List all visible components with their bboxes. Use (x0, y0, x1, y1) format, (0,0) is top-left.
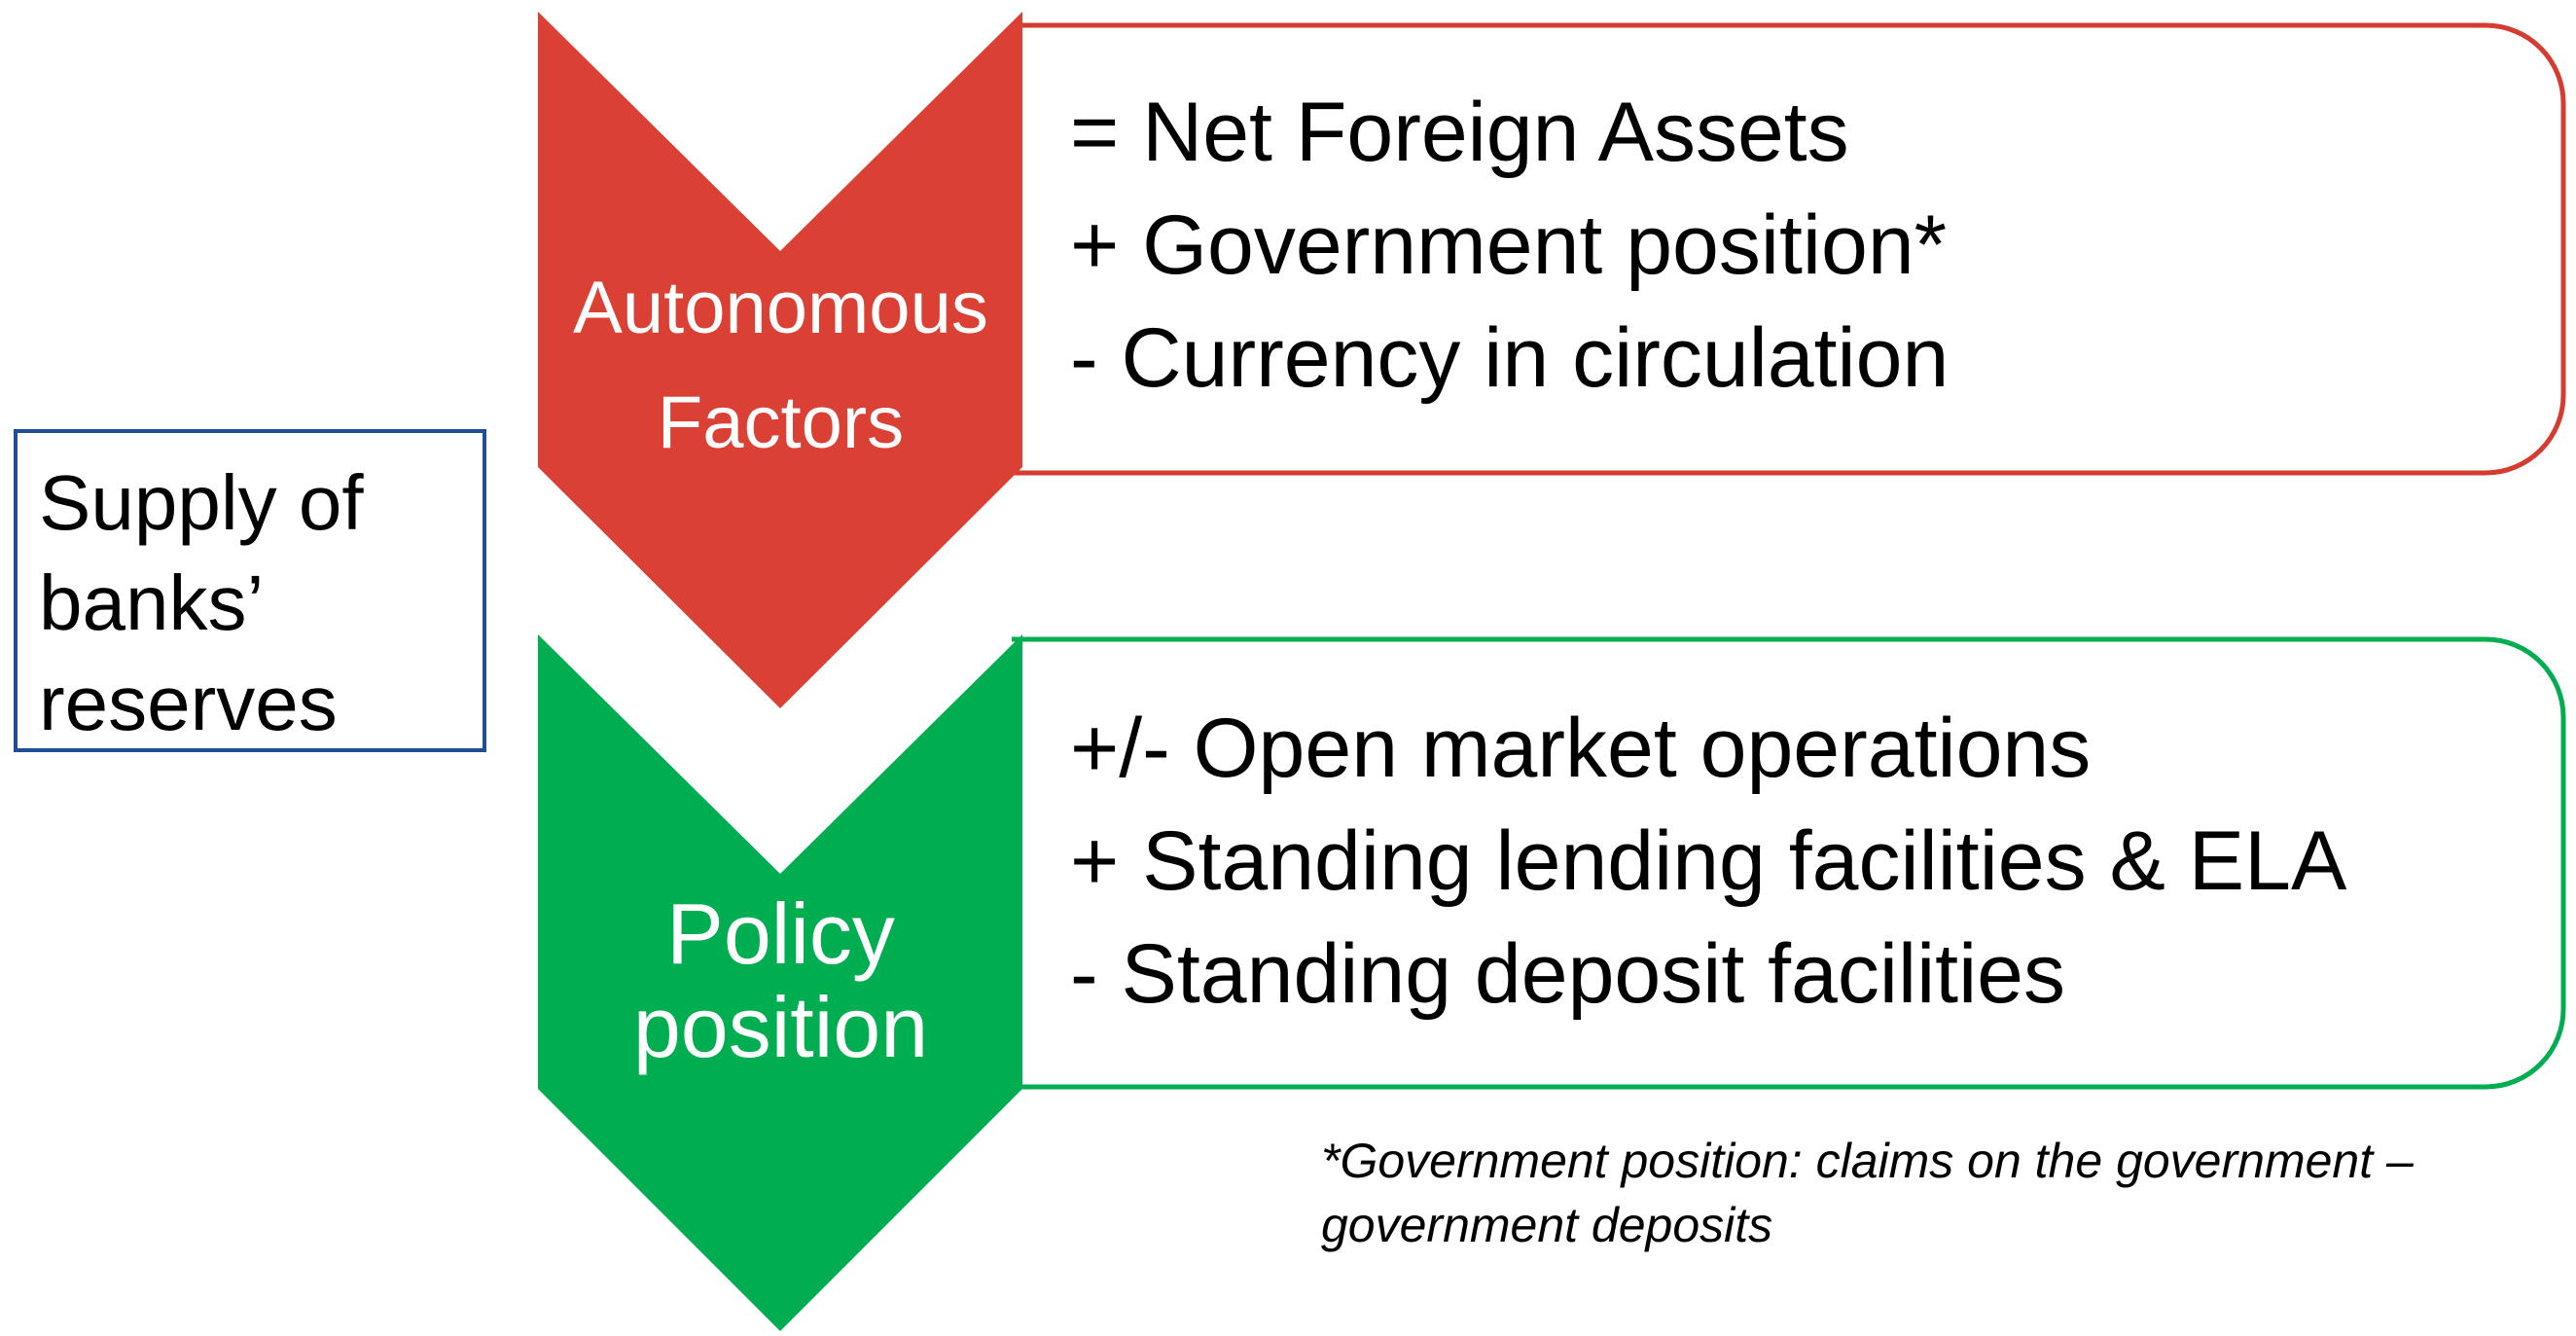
autonomous-detail-box (1012, 22, 2566, 476)
autonomous-factors-label: Autonomous Factors (540, 251, 1021, 481)
supply-line: banks’ (39, 560, 265, 646)
policy-detail-box (1012, 636, 2566, 1090)
policy-item: +/- Open market operations (1070, 702, 2092, 795)
policy-chevron (538, 634, 1022, 1331)
government-position-footnote: *Government position: claims on the gove… (1321, 1134, 2414, 1252)
autonomous-item: - Currency in circulation (1070, 311, 1950, 405)
supply-line: reserves (39, 660, 338, 746)
autonomous-item: = Net Foreign Assets (1070, 86, 1849, 179)
policy-item: - Standing deposit facilities (1070, 927, 2066, 1021)
supply-line: Supply of (39, 459, 364, 546)
supply-of-reserves-box: Supply of banks’ reserves (14, 429, 486, 752)
autonomous-label-line: Autonomous (573, 267, 988, 349)
policy-position-label: Policy position (540, 887, 1021, 1074)
policy-label-line: Policy (666, 885, 895, 982)
policy-item: + Standing lending facilities & ELA (1070, 814, 2347, 908)
autonomous-label-line: Factors (657, 381, 905, 464)
policy-position-list: +/- Open market operations + Standing le… (1070, 692, 2346, 1030)
policy-label-line: position (632, 979, 929, 1075)
autonomous-chevron (538, 12, 1022, 708)
autonomous-item: + Government position* (1070, 199, 1948, 292)
autonomous-factors-list: = Net Foreign Assets + Government positi… (1070, 76, 1949, 415)
